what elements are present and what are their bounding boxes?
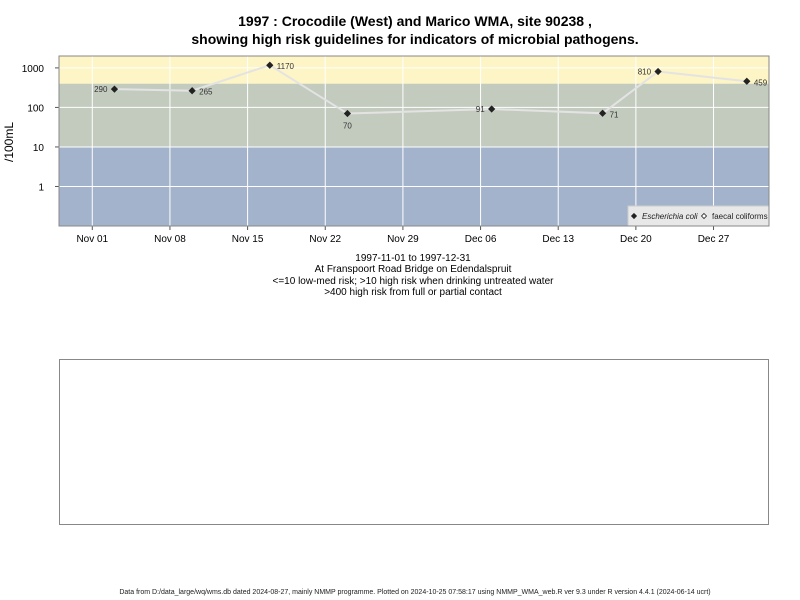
y-tick-label: 100 [27,103,44,114]
series-line [114,64,747,115]
risk-bands [59,56,769,226]
grid-lines [59,56,769,226]
y-tick-label: 1000 [22,64,45,75]
data-point [110,85,119,93]
data-label: 71 [610,110,619,119]
data-label: 459 [754,78,768,87]
site-location: At Franspoort Road Bridge on Edendalspru… [314,264,512,275]
legend-label: Escherichia coli [642,212,698,221]
plot-frame [58,55,770,227]
data-point [266,61,274,69]
data-label: 290 [94,85,108,94]
legend-marker [700,212,708,220]
data-point [188,87,196,95]
data-point [743,77,751,85]
series-layer [110,61,751,118]
x-axis: Nov 01 Nov 08 Nov 15 Nov 22 Nov 29 Dec 06 Dec … [76,226,730,245]
data-labels: 290 265 1170 70 91 71 810 459 [94,62,768,130]
x-tick-label: Dec 27 [698,234,730,245]
y-axis: 1 10 100 1000 [22,64,59,193]
data-point [488,105,496,113]
chart: 290 265 1170 70 91 71 810 459 Nov 01 Nov 08 Nov 1… [2,55,770,245]
data-label: 70 [343,122,352,131]
empty-plot-panel [59,359,769,525]
data-point [343,109,352,118]
data-label: 265 [199,88,213,97]
data-label: 1170 [277,62,295,71]
risk-band [59,56,769,84]
date-range: 1997-11-01 to 1997-12-31 [355,253,471,264]
footer-note: Data from D:/data_large/wq/wms.db dated … [119,589,711,596]
legend-label: faecal coliforms [712,212,768,221]
chart-title-line-1: 1997 : Crocodile (West) and Marico WMA, … [238,13,592,29]
data-label: 810 [638,68,652,77]
risk-note-contact: >400 high risk from full or partial cont… [324,287,502,298]
y-tick-label: 10 [33,143,45,154]
x-tick-label: Nov 29 [387,234,419,245]
risk-note-drinking: <=10 low-med risk; >10 high risk when dr… [272,276,554,287]
chart-title-line-2: showing high risk guidelines for indicat… [191,31,639,47]
x-tick-label: Dec 06 [465,234,497,245]
y-tick-label: 1 [38,182,44,193]
x-tick-label: Nov 01 [76,234,108,245]
x-tick-label: Dec 20 [620,234,652,245]
y-axis-label: /100mL [2,122,16,162]
data-point [654,67,662,76]
data-label: 91 [476,105,485,114]
risk-band [59,83,769,147]
legend: Escherichia coli faecal coliforms [627,205,770,227]
x-tick-label: Nov 15 [232,234,264,245]
x-tick-label: Nov 08 [154,234,186,245]
x-tick-label: Nov 22 [309,234,341,245]
legend-marker [630,212,638,220]
data-point [598,109,607,117]
x-tick-label: Dec 13 [542,234,574,245]
